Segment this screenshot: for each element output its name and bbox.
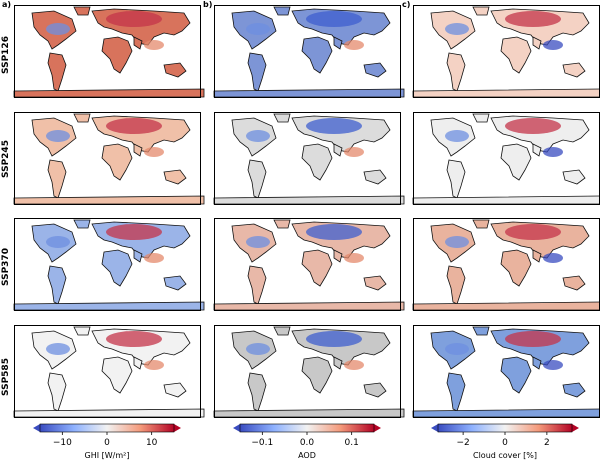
colorbar-2-min-arrow (431, 424, 438, 432)
map-panel-c0-r1 (13, 112, 205, 205)
colorbar-0-gradient (39, 423, 175, 433)
map-panel-c0-r2 (13, 218, 205, 311)
colorbar-2-tick-label-1: 0 (502, 438, 508, 448)
colorbar-1: −0.1 0.0 0.1 AOD (233, 423, 381, 460)
colorbar-0-label: GHI [W/m²] (85, 451, 130, 460)
map-panel-c2-r2 (412, 218, 600, 311)
map-grid (13, 5, 600, 418)
colorbar-1-max-arrow (374, 424, 381, 432)
map-panel-c2-r3 (412, 325, 600, 418)
colorbar-1-tick-label-1: 0.0 (300, 438, 315, 448)
colorbar-1-label: AOD (298, 451, 316, 460)
colorbar-2-gradient (437, 423, 573, 433)
colorbar-2-tick-label-0: −2 (456, 438, 469, 448)
colorbar-0-tick-label-0: −10 (53, 438, 72, 448)
colorbar-2: −2 0 2 Cloud cover [%] (431, 423, 579, 460)
map-panel-c0-r3 (13, 325, 205, 418)
map-panel-c2-r0 (412, 5, 600, 98)
colorbar-1-tick-label-0: −0.1 (251, 438, 273, 448)
colorbar-2-tick-label-2: 2 (544, 438, 550, 448)
colorbar-0-min-arrow (33, 424, 40, 432)
map-panel-c2-r1 (412, 112, 600, 205)
map-panel-c1-r1 (213, 112, 405, 205)
colorbar-2-label: Cloud cover [%] (473, 451, 537, 460)
map-panel-c0-r0 (13, 5, 205, 98)
panel-letter-c: c) (402, 0, 411, 9)
map-panel-c1-r3 (213, 325, 405, 418)
colorbar-0: −10 0 10 GHI [W/m²] (33, 423, 181, 460)
colorbar-1-min-arrow (233, 424, 240, 432)
map-panel-c1-r0 (213, 5, 405, 98)
map-panel-c1-r2 (213, 218, 405, 311)
colorbar-2-max-arrow (572, 424, 579, 432)
colorbar-1-tick-label-2: 0.1 (345, 438, 359, 448)
colorbar-1-gradient (239, 423, 375, 433)
panel-letter-a: a) (2, 0, 12, 9)
panel-letter-b: b) (203, 0, 213, 9)
colorbar-0-tick-label-2: 10 (146, 438, 158, 448)
colorbar-0-tick-label-1: 0 (104, 438, 110, 448)
colorbar-0-max-arrow (174, 424, 181, 432)
colorbars: −10 0 10 GHI [W/m²] −0.1 0.0 0.1 AOD −2 0 2 Cloud c… (33, 423, 579, 460)
